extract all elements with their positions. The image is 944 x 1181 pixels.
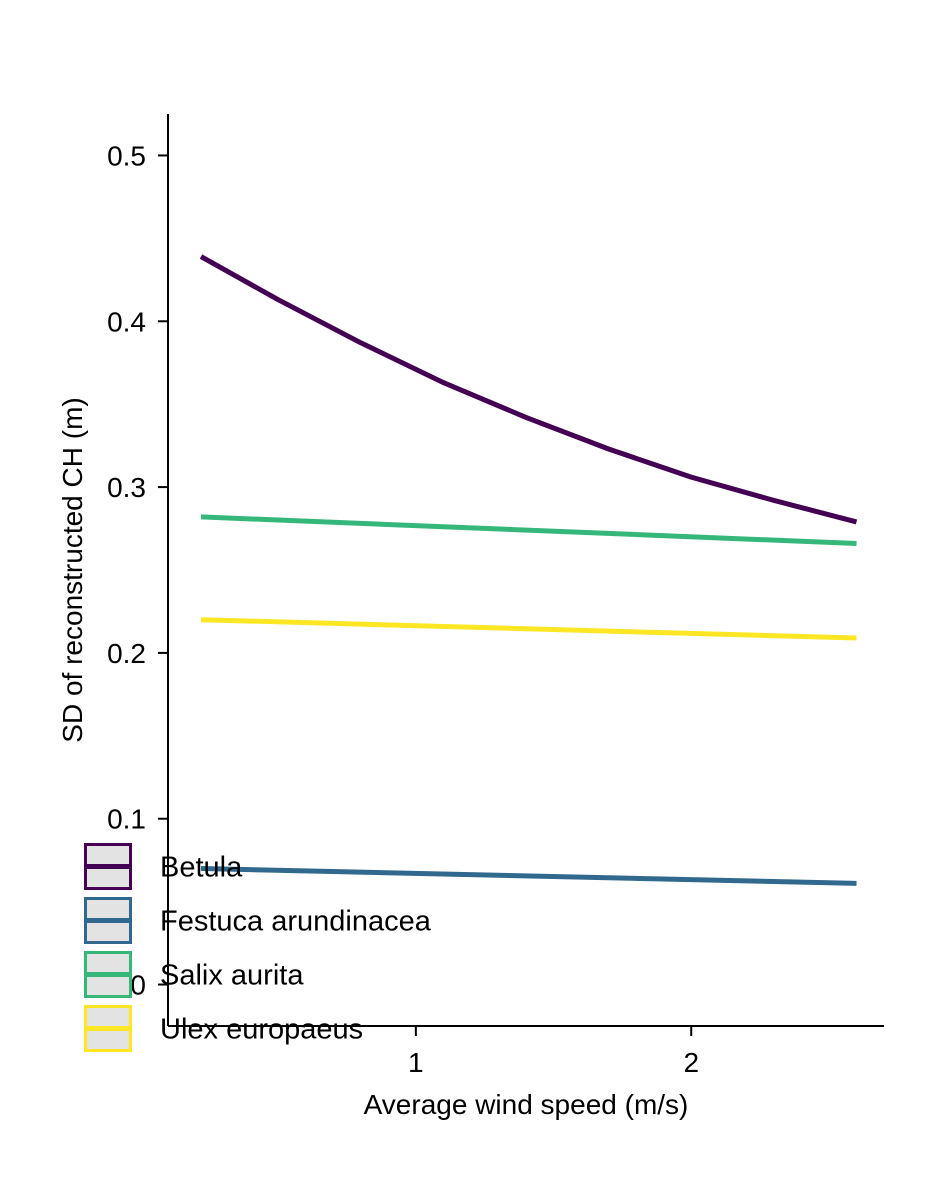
legend-label: Festuca arundinacea: [160, 906, 432, 938]
legend-label: Salix aurita: [160, 960, 304, 992]
legend: Betula Festuca arundinacea Salix aurita Ule…: [84, 843, 432, 1052]
series-line-salix-aurita: [200, 514, 857, 546]
y-tick-label: 0.4: [107, 306, 146, 337]
legend-label: Ulex europaeus: [160, 1014, 363, 1046]
legend-item: Festuca arundinacea: [84, 897, 432, 944]
series-line-festuca-arundinacea: [200, 866, 857, 886]
legend-item: Salix aurita: [84, 951, 304, 998]
y-tick-label: 0.5: [107, 140, 146, 171]
y-axis-title: SD of reconstructed CH (m): [57, 397, 88, 742]
plot-lines: [199, 254, 858, 886]
legend-item: Ulex europaeus: [84, 1005, 363, 1052]
legend-item: Betula: [84, 843, 243, 890]
x-tick-label: 1: [408, 1047, 424, 1078]
x-tick-label: 2: [683, 1047, 699, 1078]
y-tick-label: 0: [130, 970, 146, 1001]
series-line-betula: [199, 254, 858, 525]
x-axis-title: Average wind speed (m/s): [364, 1089, 689, 1120]
y-tick-label: 0.1: [107, 804, 146, 835]
y-axis-ticks: 0 0.1 0.2 0.3 0.4 0.5: [107, 140, 168, 1001]
legend-label: Betula: [160, 852, 243, 884]
y-tick-label: 0.3: [107, 472, 146, 503]
series-line-ulex-europaeus: [200, 617, 857, 641]
y-tick-label: 0.2: [107, 638, 146, 669]
